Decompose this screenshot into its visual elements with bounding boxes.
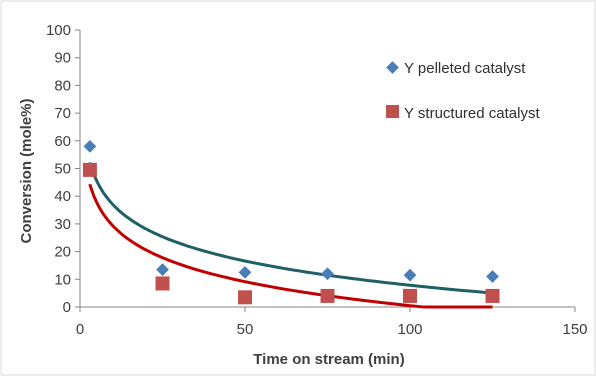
y-tick-label: 20 xyxy=(54,244,71,261)
legend: Y pelleted catalyst Y structured catalys… xyxy=(386,60,540,122)
data-point-pelleted xyxy=(403,268,417,282)
x-tick-label: 100 xyxy=(397,321,422,338)
legend-item-pelleted: Y pelleted catalyst xyxy=(386,60,526,77)
legend-diamond-marker xyxy=(386,61,399,74)
data-point-structured xyxy=(485,288,500,303)
x-tick-label: 150 xyxy=(562,321,587,338)
legend-item-structured: Y structured catalyst xyxy=(386,105,540,122)
trendline-structured xyxy=(88,183,493,309)
data-point-structured xyxy=(320,288,335,303)
plot-area: 0 10 20 30 40 50 60 70 80 90 100 0 50 100 150 xyxy=(46,22,588,338)
y-tick-label: 40 xyxy=(54,188,71,205)
data-point-structured xyxy=(403,288,417,303)
legend-label-pelleted: Y pelleted catalyst xyxy=(404,60,526,77)
data-point-pelleted xyxy=(486,270,499,283)
x-axis-title: Time on stream (min) xyxy=(253,351,404,368)
data-point-structured xyxy=(155,276,170,291)
legend-label-structured: Y structured catalyst xyxy=(404,105,540,122)
y-tick-label: 90 xyxy=(54,50,71,67)
y-tick-label: 30 xyxy=(54,216,71,233)
y-tick-label: 50 xyxy=(54,161,71,178)
y-tick-label: 60 xyxy=(54,133,71,150)
y-tick-label: 80 xyxy=(54,77,71,94)
y-tick-label: 0 xyxy=(63,299,71,316)
y-tick-label: 100 xyxy=(46,22,71,39)
y-axis-title: Conversion (mole%) xyxy=(18,98,35,243)
legend-square-marker xyxy=(386,105,399,118)
data-point-pelleted xyxy=(238,266,252,279)
x-tick-label: 50 xyxy=(237,321,254,338)
y-tick-label: 70 xyxy=(54,105,71,122)
data-point-structured xyxy=(238,290,252,305)
x-tick-label: 0 xyxy=(76,321,84,338)
y-tick-label: 10 xyxy=(54,271,71,288)
data-point-structured xyxy=(82,162,97,177)
data-point-pelleted xyxy=(156,263,169,276)
data-point-pelleted xyxy=(321,267,334,281)
trendline-pelleted xyxy=(88,162,493,295)
data-point-pelleted xyxy=(83,139,97,153)
